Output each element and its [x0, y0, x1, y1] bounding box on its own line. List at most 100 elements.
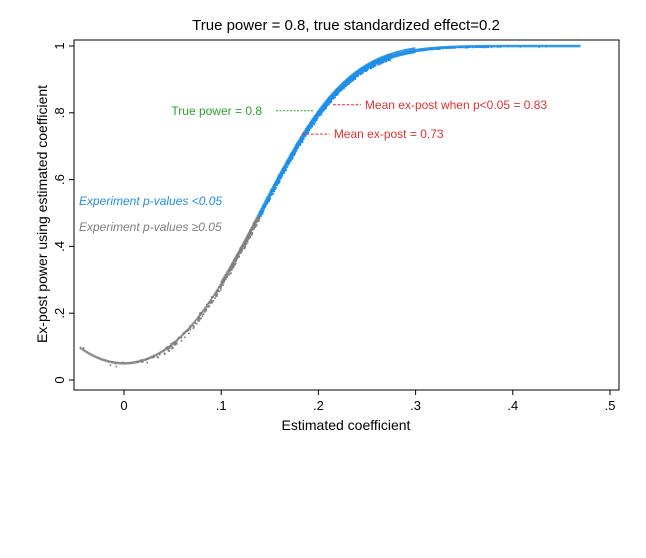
point-not-significant — [208, 305, 211, 307]
y-tick-label: .4 — [52, 241, 67, 252]
point-significant — [299, 141, 302, 144]
point-significant — [320, 114, 322, 116]
point-significant — [371, 66, 373, 68]
point-significant — [352, 79, 354, 82]
point-not-significant — [211, 300, 214, 302]
point-significant — [302, 136, 305, 138]
point-not-significant — [199, 318, 201, 320]
point-not-significant — [245, 242, 248, 245]
point-not-significant — [200, 317, 202, 320]
point-significant — [309, 127, 312, 130]
point-significant — [365, 70, 367, 72]
point-significant — [283, 172, 286, 174]
point-not-significant — [201, 315, 204, 317]
point-not-significant — [254, 225, 257, 228]
point-significant — [274, 187, 276, 190]
x-tick-label: .2 — [313, 398, 324, 413]
point-significant — [313, 122, 316, 124]
point-significant — [333, 96, 335, 98]
point-significant — [377, 63, 379, 66]
x-tick-label: .5 — [605, 398, 616, 413]
annotations: True power = 0.8 Mean ex-post when p<0.05… — [171, 98, 547, 141]
point-significant — [314, 121, 317, 123]
point-significant — [335, 94, 337, 97]
point-not-significant — [202, 313, 204, 315]
point-significant — [284, 167, 287, 170]
point-significant — [319, 113, 321, 116]
point-not-significant — [244, 243, 247, 245]
x-axis: 0 .1 .2 .3 .4 .5 — [120, 390, 615, 413]
point-significant — [341, 88, 343, 90]
point-significant — [322, 109, 324, 111]
point-not-significant — [203, 310, 206, 313]
point-not-significant — [212, 300, 215, 302]
point-significant — [349, 81, 352, 83]
point-significant — [271, 193, 274, 195]
point-not-significant — [258, 220, 260, 222]
point-significant — [299, 143, 302, 145]
point-not-significant — [215, 295, 217, 297]
point-significant — [264, 206, 266, 209]
x-tick-label: 0 — [120, 398, 127, 413]
point-not-significant — [171, 347, 173, 350]
x-axis-label: Estimated coefficient — [282, 417, 411, 433]
point-not-significant — [234, 264, 236, 266]
point-significant — [280, 176, 283, 178]
y-tick-label: .2 — [52, 308, 67, 319]
point-significant — [332, 98, 334, 100]
point-significant — [267, 200, 269, 202]
point-significant — [260, 215, 262, 218]
point-not-significant — [168, 347, 171, 349]
point-not-significant — [216, 295, 218, 297]
point-significant — [262, 209, 265, 212]
point-not-significant — [248, 237, 250, 239]
point-significant — [287, 164, 289, 166]
point-significant — [323, 108, 325, 111]
point-significant — [315, 119, 318, 121]
y-tick-label: 1 — [52, 42, 67, 49]
point-not-significant — [231, 269, 233, 271]
point-not-significant — [207, 306, 210, 308]
point-not-significant — [196, 322, 198, 325]
point-significant — [285, 169, 287, 171]
point-significant — [293, 154, 295, 157]
point-significant — [329, 102, 332, 104]
legend-not-significant: Experiment p-values ≥0.05 — [79, 220, 222, 234]
point-significant — [281, 175, 284, 177]
point-significant — [382, 61, 385, 64]
annotation-mean-significant: Mean ex-post when p<0.05 = 0.83 — [365, 98, 547, 112]
point-significant — [278, 180, 281, 182]
point-not-significant — [192, 327, 195, 330]
annotation-mean-all: Mean ex-post = 0.73 — [334, 127, 444, 141]
point-significant — [324, 107, 327, 109]
point-not-significant — [175, 341, 178, 343]
point-significant — [348, 82, 350, 84]
point-significant — [301, 141, 304, 144]
point-significant — [295, 149, 298, 152]
point-significant — [325, 107, 328, 109]
point-not-significant — [171, 346, 173, 348]
point-significant — [269, 198, 271, 201]
point-significant — [339, 90, 342, 92]
point-not-significant — [173, 344, 176, 346]
point-significant — [308, 129, 310, 132]
point-not-significant — [168, 350, 170, 352]
point-significant — [378, 63, 380, 66]
point-not-significant — [222, 284, 224, 287]
y-tick-label: .6 — [52, 174, 67, 185]
point-significant — [324, 108, 326, 110]
point-not-significant — [115, 365, 118, 368]
point-significant — [334, 96, 336, 99]
point-not-significant — [176, 343, 178, 345]
point-significant — [362, 72, 364, 74]
point-not-significant — [214, 293, 217, 296]
point-not-significant — [198, 319, 201, 322]
point-significant — [275, 187, 278, 189]
point-not-significant — [216, 293, 218, 295]
point-significant — [268, 200, 270, 202]
point-significant — [340, 89, 343, 91]
point-significant — [314, 119, 317, 122]
point-significant — [273, 190, 275, 193]
point-not-significant — [243, 247, 245, 250]
